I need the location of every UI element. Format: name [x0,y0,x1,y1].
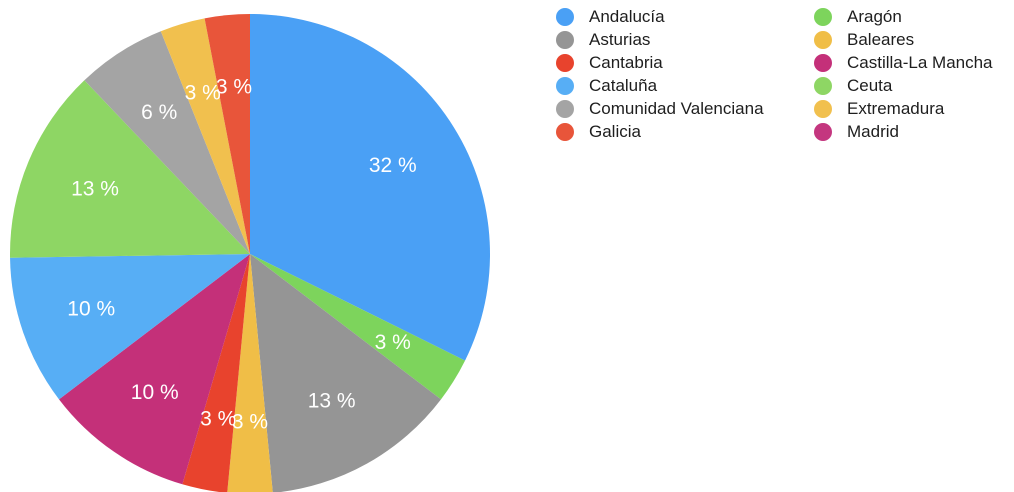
legend-item: Extremadura [814,98,944,120]
pie-slice-1 [250,254,466,400]
legend-item: Castilla-La Mancha [814,52,993,74]
pie-slice-8 [84,31,250,254]
legend-label: Madrid [847,122,899,141]
slice-data-label: 3 % [232,411,268,434]
legend-item: Aragón [814,6,902,28]
legend-item: Comunidad Valenciana [556,98,764,120]
legend-label: Castilla-La Mancha [847,53,993,72]
legend-label: Extremadura [847,99,945,118]
legend-swatch [556,123,574,141]
legend-swatch [814,100,832,118]
legend-swatch [556,54,574,72]
legend-label: Ceuta [847,76,893,95]
legend-item: Ceuta [814,75,892,97]
legend-item: Madrid [814,121,899,143]
pie-slice-3 [227,254,273,492]
legend-label: Andalucía [589,7,665,26]
pie-slice-7 [10,80,250,258]
legend-swatch [814,123,832,141]
slice-data-label: 3 % [375,331,411,354]
legend-label: Aragón [847,7,902,26]
slice-data-label: 10 % [67,297,115,320]
legend-swatch [814,31,832,49]
slice-data-label: 3 % [185,81,221,104]
legend-label: Baleares [847,30,915,49]
legend-swatch [556,77,574,95]
chart-legend: Andalucía Aragón Asturias Baleares Cantabria… [556,6,1014,146]
legend-item: Galicia [556,121,641,143]
legend-swatch [814,8,832,26]
slice-data-label: 13 % [308,389,356,412]
pie-slice-9 [160,18,250,254]
legend-label: Cantabria [589,53,663,72]
legend-swatch [556,100,574,118]
legend-item: Cataluña [556,75,657,97]
pie-slice-5 [59,254,251,485]
slice-data-label: 13 % [71,178,119,201]
pie-slice-2 [250,254,441,492]
legend-label: Comunidad Valenciana [589,99,764,118]
pie-chart: 32 %3 %13 %3 %3 %10 %10 %13 %6 %3 %3 % [10,14,491,492]
legend-item: Andalucía [556,6,665,28]
slice-data-label: 6 % [141,101,177,124]
legend-label: Asturias [589,30,651,49]
legend-swatch [814,77,832,95]
legend-swatch [556,31,574,49]
legend-swatch [814,54,832,72]
slice-data-label: 10 % [131,381,179,404]
legend-item: Cantabria [556,52,663,74]
legend-swatch [556,8,574,26]
slice-data-label: 32 % [369,154,417,177]
slice-data-label: 3 % [216,75,252,98]
pie-slice-6 [10,254,250,400]
legend-item: Asturias [556,29,650,51]
legend-item: Baleares [814,29,914,51]
pie-slice-0 [250,14,491,361]
legend-label: Cataluña [589,76,658,95]
pie-slice-10 [204,14,250,254]
legend-label: Galicia [589,122,641,141]
pie-slice-4 [182,254,250,492]
slice-data-label: 3 % [200,407,236,430]
